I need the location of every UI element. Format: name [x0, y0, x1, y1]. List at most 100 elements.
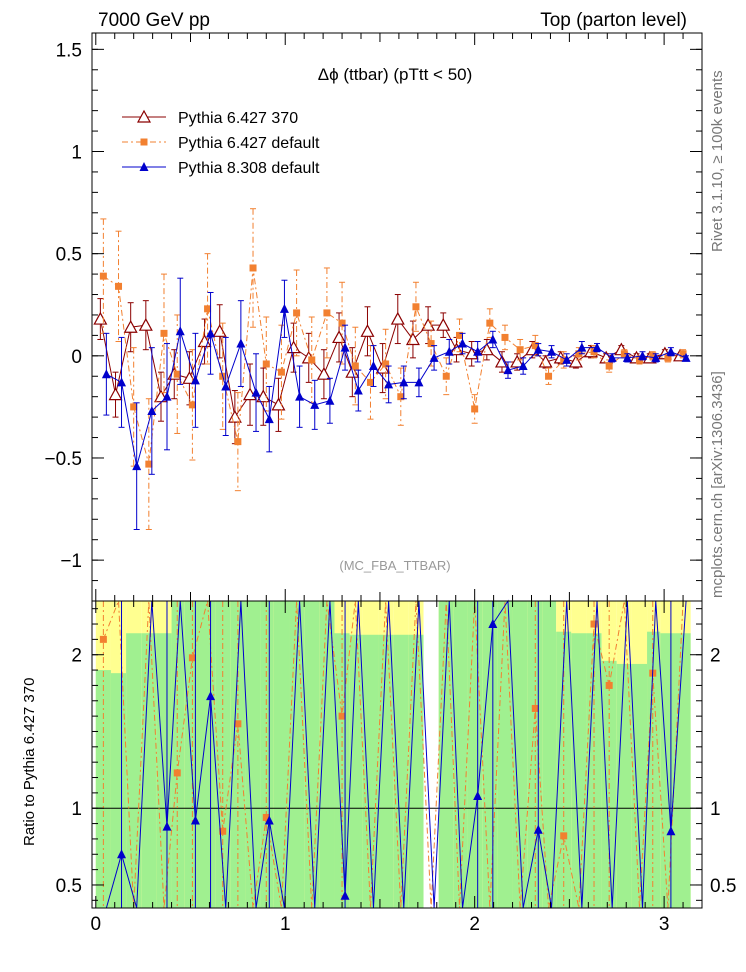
ratio-line-1: [105, 599, 687, 909]
data-point: [399, 377, 409, 387]
ratio-ylabel: Ratio to Pythia 6.427 370: [21, 678, 38, 846]
ratio-y-tick-label: 0.5: [56, 876, 82, 897]
ratio-point: [338, 712, 346, 720]
data-point: [264, 414, 274, 424]
main-title: Δϕ (ttbar) (pTtt < 50): [318, 65, 473, 84]
y-tick-label: 0: [71, 347, 82, 368]
ratio-bands: [95, 601, 691, 908]
data-point: [249, 264, 257, 272]
legend-label: Pythia 8.308 default: [178, 160, 320, 177]
ratio-ticks: 0.5 0.5 1 1 2 2: [56, 601, 736, 908]
band-green: [141, 633, 157, 908]
band-green: [230, 601, 246, 908]
ratio-frame: [91, 600, 703, 909]
band-green: [571, 633, 587, 908]
data-point: [188, 401, 196, 409]
data-point: [664, 354, 672, 362]
legend-label: Pythia 6.427 370: [178, 110, 298, 127]
series-line-0: [99, 317, 681, 419]
band-green: [184, 601, 200, 908]
data-point: [221, 381, 231, 391]
ratio-y-tick-label: 1: [71, 799, 82, 820]
data-point: [458, 338, 468, 348]
data-point: [501, 333, 509, 341]
data-point: [286, 340, 301, 354]
band-green: [616, 663, 632, 908]
band-green: [647, 631, 661, 908]
data-point: [384, 379, 394, 389]
error-bar: [545, 367, 552, 385]
data-point: [340, 342, 350, 352]
error-bar: [234, 392, 241, 492]
data-point: [397, 393, 405, 401]
data-point: [444, 346, 454, 356]
band-green: [95, 670, 111, 908]
data-point: [175, 326, 185, 336]
data-point: [560, 356, 568, 364]
mcplots-label: mcplots.cern.ch [arXiv:1306.3436]: [709, 371, 726, 598]
band-green: [542, 601, 557, 908]
data-point: [117, 377, 127, 387]
ratio-point: [162, 821, 172, 831]
data-point: [338, 319, 346, 327]
data-point: [390, 311, 405, 325]
ratio-point: [560, 832, 568, 840]
data-point: [190, 375, 200, 385]
data-point: [323, 309, 331, 317]
ratio-point: [206, 691, 216, 701]
data-point: [262, 360, 270, 368]
ratio-point: [340, 890, 350, 900]
data-point: [429, 352, 439, 362]
data-point: [162, 391, 172, 401]
band-green: [245, 601, 261, 908]
ratio-point: [234, 720, 242, 728]
band-green: [482, 601, 498, 908]
rivet-label: Rivet 3.1.10, ≥ 100k events: [709, 70, 726, 252]
band-green: [215, 601, 231, 908]
data-point: [99, 272, 107, 280]
ratio-point: [190, 815, 200, 825]
data-point: [382, 360, 390, 368]
band-green: [199, 601, 216, 908]
data-point: [533, 344, 543, 354]
ratio-y-tick-label-right: 0.5: [710, 876, 736, 897]
data-point: [473, 346, 483, 356]
x-tick-label: 0: [90, 914, 101, 935]
data-point: [101, 369, 111, 379]
data-point: [236, 338, 246, 348]
band-green: [467, 601, 483, 908]
data-point: [545, 372, 553, 380]
main-marks: [93, 208, 691, 530]
ratio-point: [605, 681, 613, 689]
data-point: [295, 391, 305, 401]
band-green: [171, 601, 185, 908]
series-line-2: [106, 308, 687, 467]
ratio-point: [533, 824, 543, 834]
data-point: [132, 461, 142, 471]
main-ticks: −1 −0.5 0 0.5 1 1.5: [44, 33, 702, 602]
data-point: [412, 303, 420, 311]
data-point: [234, 438, 242, 446]
error-bar: [189, 349, 196, 461]
band-green: [319, 601, 335, 908]
data-point: [353, 385, 363, 395]
data-point: [531, 342, 539, 350]
band-green: [260, 601, 274, 908]
data-point: [115, 282, 123, 290]
band-green: [631, 663, 648, 908]
ratio-point: [117, 849, 127, 859]
y-tick-label: −0.5: [44, 449, 82, 470]
data-point: [605, 362, 613, 370]
data-point: [251, 387, 261, 397]
error-bar: [115, 230, 122, 343]
data-point: [130, 403, 138, 411]
legend-marker: [140, 138, 148, 146]
band-green: [660, 633, 676, 908]
data-point: [486, 319, 494, 327]
band-green: [156, 633, 172, 908]
y-tick-label: −1: [60, 551, 82, 572]
data-point: [651, 352, 661, 362]
data-point: [456, 331, 464, 339]
ratio-point: [264, 815, 274, 825]
ratio-point: [99, 635, 107, 643]
